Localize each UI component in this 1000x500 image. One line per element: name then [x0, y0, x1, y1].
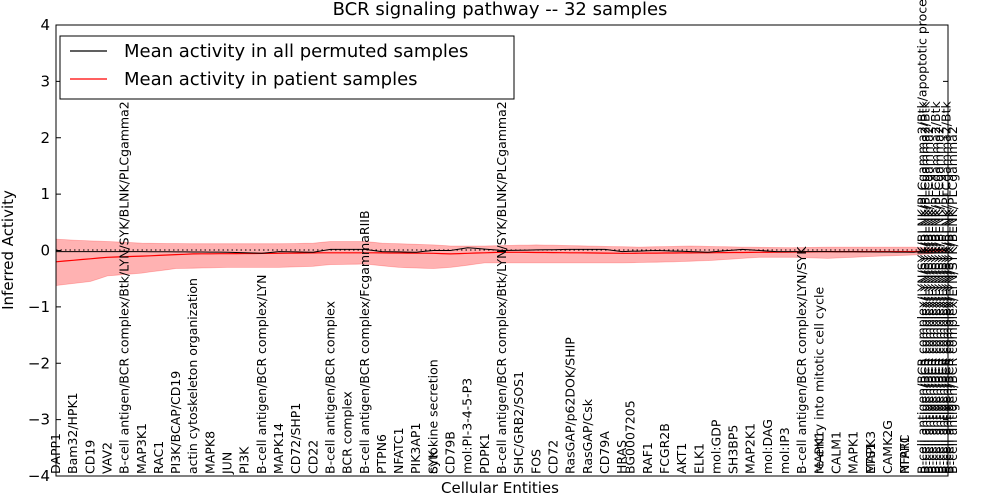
y-tick-label: 0: [40, 242, 50, 260]
x-tick-label: CD79A: [597, 431, 612, 474]
x-tick-label: RasGAP/Csk: [580, 398, 595, 474]
x-tick-label: Bam32/HPK1: [65, 392, 80, 474]
x-tick-label: PTPN6: [374, 434, 389, 474]
y-tick-label: 2: [40, 129, 50, 147]
x-tick-label: PI3K: [237, 446, 252, 474]
x-tick-label: B-cell antigen/BCR complex/LYN/SYK/BLNK/…: [928, 101, 943, 474]
x-tick-label: CD79B: [443, 431, 458, 474]
x-tick-label: B-cell antigen/BCR complex/Btk/LYN/SYK/B…: [117, 101, 132, 474]
x-tick-label: cytokine secretion: [425, 359, 440, 474]
y-tick-label: −1: [28, 298, 50, 316]
x-axis-label: Cellular Entities: [441, 479, 559, 497]
x-tick-label: CAMK2G: [880, 420, 895, 474]
x-tick-label: NFAT1: [897, 435, 912, 474]
x-tick-label: CD72: [546, 440, 561, 474]
y-tick-label: −3: [28, 411, 50, 429]
x-tick-label: NFATC1: [391, 427, 406, 474]
x-tick-label: JUN: [220, 452, 235, 475]
x-tick-label: RAF1: [640, 442, 655, 474]
x-tick-label: B-cell antigen/BCR complex/LYN/SYK/BLNK/…: [945, 126, 960, 474]
x-tick-label: PIK3AP1: [408, 423, 423, 474]
x-tick-label: B-cell antigen/BCR complex/LYN/SYK/BLNK/…: [914, 0, 929, 474]
x-tick-label: MAPK8: [202, 431, 217, 474]
x-tick-label: B-cell antigen/BCR complex/LYN/SYK/BLNK/…: [931, 126, 946, 474]
y-tick-label: 1: [40, 185, 50, 203]
y-axis-label: Inferred Activity: [0, 190, 17, 310]
legend: Mean activity in all permuted samples Me…: [59, 35, 515, 100]
y-axis: −4 −3 −2 −1 0 1 2 3 4: [28, 16, 948, 485]
x-tick-label: B-cell antigen/BCR complex/Btk/LYN/SYK/B…: [494, 101, 509, 474]
y-tick-label: 4: [40, 16, 50, 34]
x-tick-label: CD19: [82, 440, 97, 474]
y-tick-label: 3: [40, 72, 50, 90]
x-tick-label: FOS: [528, 449, 543, 474]
x-tick-label: VAV2: [100, 442, 115, 474]
x-tick-label: CD72/SHP1: [288, 403, 303, 474]
x-tick-label: PTPRC: [897, 434, 912, 474]
x-tick-label: CD22: [305, 440, 320, 474]
legend-label-permuted: Mean activity in all permuted samples: [124, 41, 468, 62]
x-tick-label: mol:GDP: [708, 419, 723, 474]
x-tick-label: PI3K/BCAP/CD19: [168, 371, 183, 474]
x-tick-label: B-cell antigen/BCR complex/FcgammaRIIB: [357, 210, 372, 474]
x-tick-label: B-cell antigen/BCR complex/LYN/SYK: [935, 246, 950, 474]
x-tick-label: ETS1: [863, 443, 878, 474]
x-tick-labels: DAPP1 Bam32/HPK1 CD19 VAV2 B-cell antigen/BC…: [48, 0, 960, 475]
x-tick-label: RasGAP/p62DOK/SHIP: [563, 337, 578, 474]
x-tick-label: RAC1: [151, 441, 166, 474]
series-layer: [55, 247, 949, 263]
x-tick-label: mol:PI-3-4-5-P3: [460, 378, 475, 474]
x-tick-label: ELK1: [691, 443, 706, 474]
series-line-permuted: [56, 247, 949, 254]
x-tick-label: MAPK14: [271, 423, 286, 474]
x-tick-label: FCGR2B: [657, 423, 672, 474]
x-tick-label: B-cell antigen/BCR complex/LYN: [254, 275, 269, 475]
x-tick-label: B-cell antigen/BCR complex/LYN/SYK: [794, 246, 809, 474]
x-tick-label: CALM1: [829, 431, 844, 474]
x-tick-label: re-entry into mitotic cell cycle: [811, 286, 826, 474]
y-tick-label: −2: [28, 354, 50, 372]
x-tick-label: MAPK1: [846, 431, 861, 474]
x-tick-label: MAP3K1: [134, 423, 149, 474]
x-tick-label: actin cytoskeleton organization: [185, 278, 200, 474]
chart-title: BCR signaling pathway -- 32 samples: [333, 0, 668, 20]
x-tick-label: MAPK1: [811, 431, 826, 474]
x-tick-label: SHC/GRB2/SOS1: [511, 371, 526, 474]
x-tick-label: MAP2K1: [743, 423, 758, 474]
x-tick-label: HRAS: [614, 440, 629, 474]
plot-frame: [55, 24, 949, 477]
x-tick-label: BG0007205: [623, 400, 638, 474]
x-tick-label: AKT1: [674, 443, 689, 474]
x-tick-label: mol:IP3: [777, 427, 792, 474]
y-tick-label: −4: [28, 467, 50, 485]
x-tick-label: MAPK3: [863, 431, 878, 474]
x-tick-label: PDPK1: [477, 433, 492, 474]
x-tick-label: BCR complex: [340, 391, 355, 474]
x-tick-label: SYK: [425, 449, 440, 474]
legend-label-patient: Mean activity in patient samples: [124, 69, 418, 90]
x-tick-label: B-cell antigen/BCR complex/LYN/SYK/BLNK/…: [938, 101, 953, 474]
legend-box: [59, 35, 515, 100]
x-tick-label: B-cell antigen/BCR complex/LYN/SYK/BLNK/…: [921, 126, 936, 474]
x-tick-label: mol:DAG: [760, 419, 775, 474]
x-tick-label: B-cell antigen/BCR complex/LYN/SYK/BLNK: [925, 208, 940, 474]
x-tick-label: SH3BP5: [726, 425, 741, 474]
x-tick-label: B-cell antigen/BCR complex/LYN/SYK/BLNK/…: [918, 101, 933, 474]
x-tick-label: B-cell antigen/BCR complex/LYN/SYK/BLNK: [942, 208, 957, 474]
x-tick-label: B-cell antigen/BCR complex: [323, 301, 338, 474]
